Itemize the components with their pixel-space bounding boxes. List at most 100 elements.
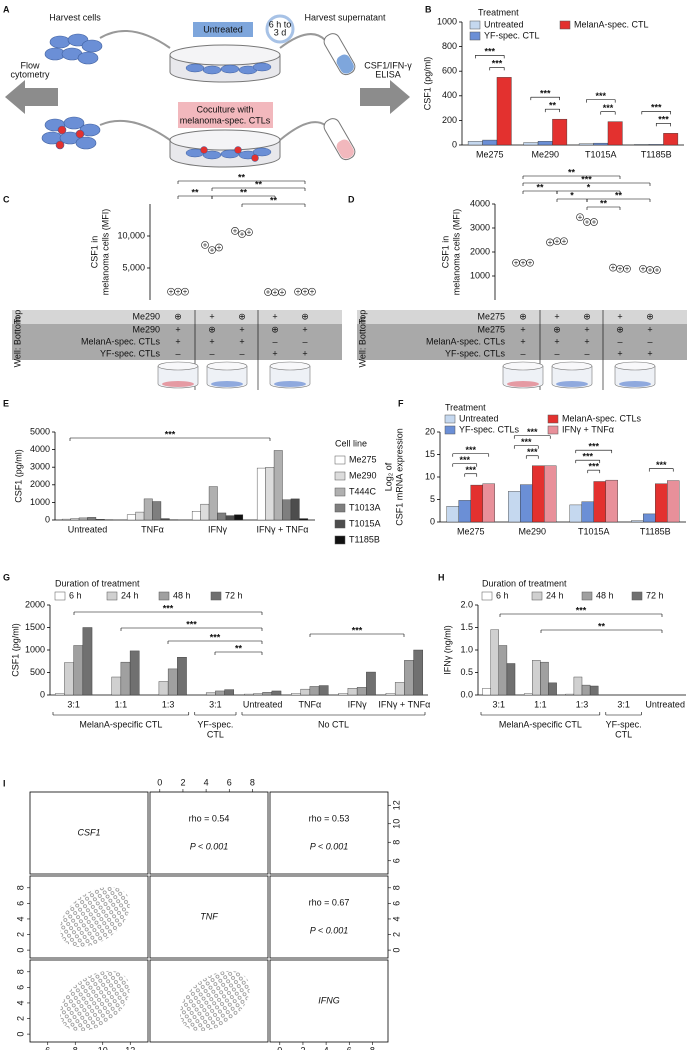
bar xyxy=(356,687,367,696)
sig-label: * xyxy=(570,190,574,200)
sig-label: ** xyxy=(615,190,623,200)
matrix-cell xyxy=(269,791,389,875)
matrix-tick-label: 6 xyxy=(45,1045,50,1050)
bar xyxy=(565,693,575,696)
panel-label: F xyxy=(398,398,404,408)
x-tick-label: 3:1 xyxy=(209,699,222,709)
arrow xyxy=(279,121,326,141)
legend-label: Untreated xyxy=(459,413,499,423)
matrix-tick-label: 8 xyxy=(391,840,401,845)
y-tick-label: 5 xyxy=(430,494,435,504)
diagram-text: CSF1/IFN-γ xyxy=(364,60,412,70)
bar xyxy=(87,517,97,521)
bar xyxy=(643,513,656,523)
legend-swatch xyxy=(334,535,346,545)
y-axis-label: melanoma cells (MFI) xyxy=(451,209,461,296)
diagram-text: Harvest cells xyxy=(49,12,101,22)
sig-label: ** xyxy=(240,187,248,197)
group-label: YF-spec. xyxy=(606,719,642,729)
group-label: MelanA-specific CTL xyxy=(79,719,162,729)
diagram-text: Harvest supernatant xyxy=(304,12,386,22)
legend-swatch xyxy=(334,455,346,465)
table-row-label: YF-spec. CTLs xyxy=(100,348,161,358)
sig-label: *** xyxy=(521,437,532,447)
x-tick-label: Untreated xyxy=(243,699,283,709)
bar xyxy=(129,650,140,696)
table-cell: + xyxy=(175,336,180,346)
bar xyxy=(225,515,235,521)
y-tick-label: 1.5 xyxy=(460,622,473,632)
matrix-tick-label: 4 xyxy=(15,916,25,921)
sig-label: ** xyxy=(191,187,199,197)
bar xyxy=(413,649,424,696)
table-cell: + xyxy=(520,336,525,346)
sig-label: *** xyxy=(603,103,614,113)
bar xyxy=(589,685,599,696)
bar xyxy=(394,682,405,696)
well-cells xyxy=(162,381,194,387)
sig-label: *** xyxy=(484,47,495,57)
matrix-tick-label: 4 xyxy=(204,777,209,787)
sig-label: *** xyxy=(656,460,667,470)
bar xyxy=(607,121,623,146)
x-tick-label: 1:1 xyxy=(534,699,547,709)
y-tick-label: 4000 xyxy=(470,198,490,208)
table-row-label: Me275 xyxy=(477,311,505,321)
bar xyxy=(366,671,376,696)
bar xyxy=(243,693,254,696)
bar xyxy=(200,503,210,521)
variable-label: TNF xyxy=(200,911,218,921)
table-cell: – xyxy=(175,348,180,358)
y-tick-label: 0.0 xyxy=(460,689,473,699)
legend-title: Treatment xyxy=(478,7,519,17)
sig-label: *** xyxy=(581,174,592,184)
table-row-label: Me290 xyxy=(132,324,160,334)
panel-label: C xyxy=(3,194,10,204)
table-section: Well: Bottom xyxy=(12,317,22,368)
bar xyxy=(253,693,263,696)
group-label: CTL xyxy=(207,729,224,739)
table-cell: + xyxy=(617,311,622,321)
diagram-text: cytometry xyxy=(10,69,50,79)
diagram: Harvest cells Harvest supernatant Untrea… xyxy=(5,12,412,168)
table-cell: ⊕ xyxy=(583,311,591,321)
y-tick-label: 1000 xyxy=(30,497,50,507)
bar xyxy=(152,501,162,521)
bar xyxy=(78,517,88,521)
table-row-label: MelanA-spec. CTLs xyxy=(81,336,161,346)
diagram-text: melanoma-spec. CTLs xyxy=(180,115,271,125)
matrix-cell xyxy=(29,791,149,875)
sig-label: *** xyxy=(352,625,363,635)
y-tick-label: 1000 xyxy=(470,270,490,280)
sig-label: *** xyxy=(540,89,551,99)
table-cell: + xyxy=(209,311,214,321)
y-axis-label: CSF1 (pg/ml) xyxy=(10,623,20,677)
x-tick-label: T1015A xyxy=(578,526,610,536)
matrix-tick-label: 12 xyxy=(125,1045,135,1050)
y-axis-label: melanoma cells (MFI) xyxy=(100,209,110,296)
table-cell: + xyxy=(554,336,559,346)
matrix-cell xyxy=(269,875,389,959)
matrix-tick-label: 0 xyxy=(391,948,401,953)
y-tick-label: 1.0 xyxy=(460,644,473,654)
bar xyxy=(262,692,273,696)
panel-label: I xyxy=(3,778,6,788)
legend-label: MelanA-spec. CTL xyxy=(574,19,649,29)
x-tick-label: T1185B xyxy=(640,526,671,536)
bar xyxy=(64,662,74,696)
y-tick-label: 0 xyxy=(45,514,50,524)
table-cell: ⊕ xyxy=(646,311,654,321)
y-tick-label: 15 xyxy=(425,449,435,459)
y-tick-label: 600 xyxy=(442,66,457,76)
legend-label: 24 h xyxy=(546,590,564,600)
sig-label: *** xyxy=(582,452,593,462)
legend-swatch xyxy=(531,591,543,601)
legend-swatch xyxy=(444,414,456,424)
label-box xyxy=(178,102,273,128)
sig-label: ** xyxy=(598,621,606,631)
table-cell: + xyxy=(520,324,525,334)
matrix-tick-label: 0 xyxy=(157,777,162,787)
matrix-tick-label: 2 xyxy=(300,1045,305,1050)
sig-label: ** xyxy=(238,172,246,182)
table-cell: ⊕ xyxy=(616,324,624,334)
